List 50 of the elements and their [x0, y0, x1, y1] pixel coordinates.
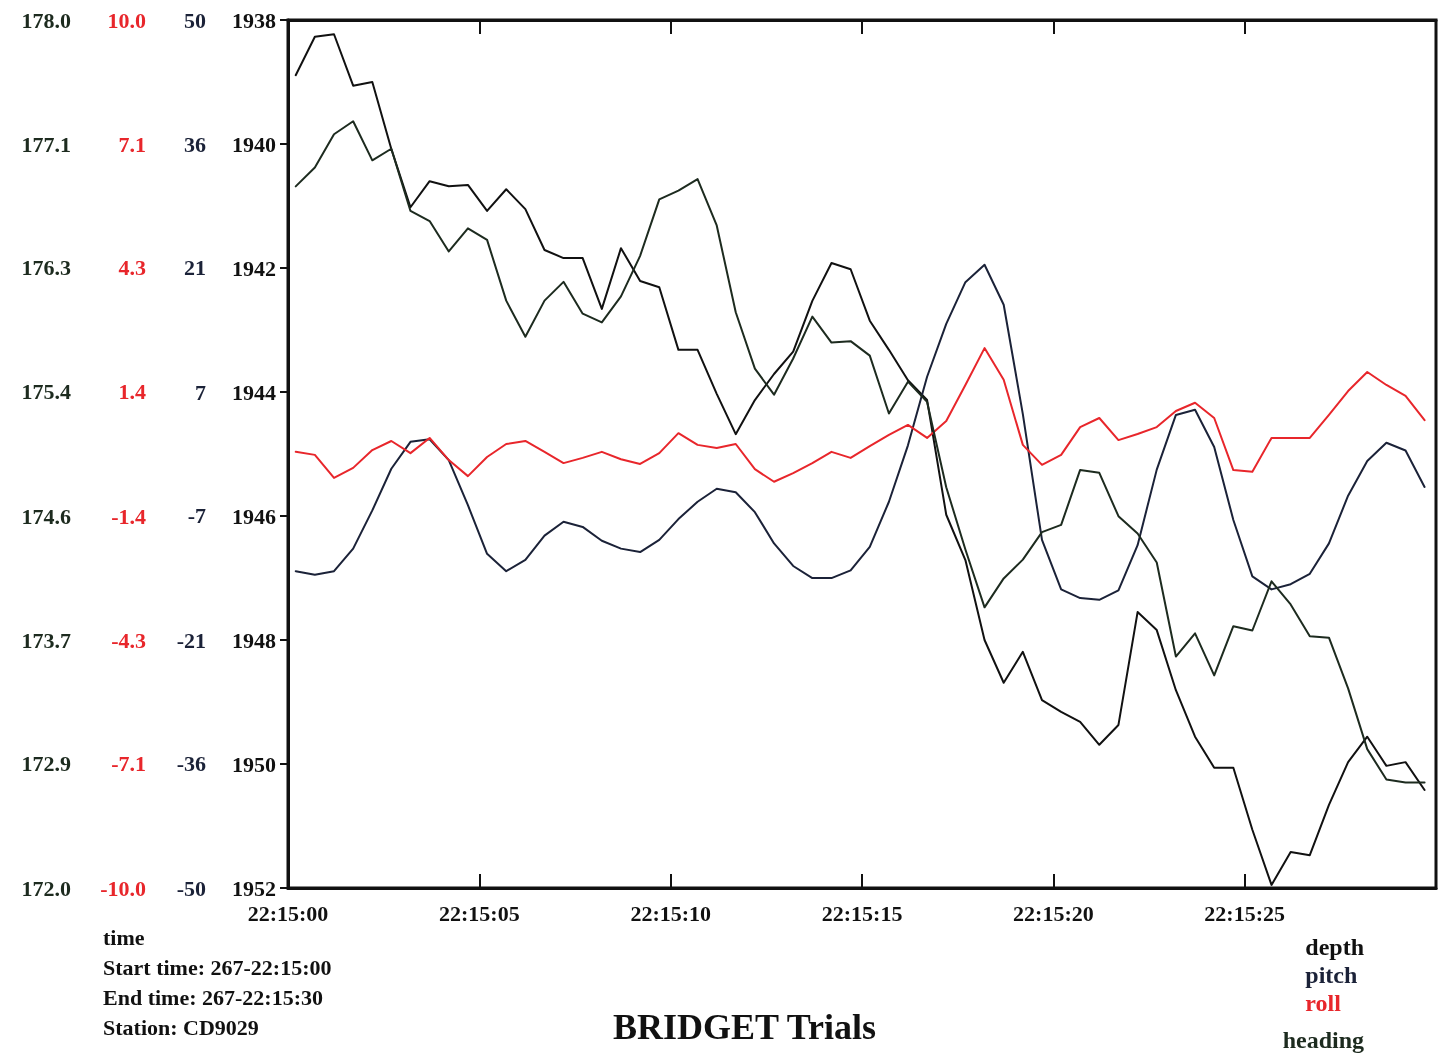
y2-tick-label: 36	[184, 131, 206, 157]
x-tick-label: 22:15:00	[247, 900, 329, 926]
x-tick-label: 22:15:15	[821, 900, 903, 926]
y-tick-label: 1952	[232, 875, 276, 901]
y3-tick-label: 1.4	[118, 379, 146, 405]
x-tick-label: 22:15:10	[630, 900, 712, 926]
y-tick-label: 172.0	[21, 875, 71, 901]
y-tick-label: 173.7	[21, 628, 71, 654]
y-tick-label: 1940	[232, 131, 276, 157]
y-tick-label: 178.0	[21, 7, 71, 33]
y2-tick-label: -21	[176, 627, 206, 653]
y-tick-label: 1944	[232, 379, 276, 405]
y2-tick-label: -7	[187, 503, 206, 529]
y-tick-label: 1946	[232, 503, 276, 529]
y-tick-label: 1942	[232, 255, 276, 281]
y-tick-label: 176.3	[21, 254, 71, 280]
line-series	[294, 263, 1426, 601]
y3-tick-label: -7.1	[111, 751, 146, 777]
y2-tick-label: -36	[176, 751, 206, 777]
text: BRIDGET Trials	[613, 1007, 877, 1047]
y3-tick-label: -4.3	[111, 627, 146, 653]
y3-tick-label: -1.4	[111, 503, 146, 529]
line-series	[294, 120, 1426, 784]
y-tick-label: 1950	[232, 751, 276, 777]
x-axis-title: time	[103, 924, 145, 950]
y3-tick-label: 7.1	[118, 131, 146, 157]
x-tick-label: 22:15:05	[439, 900, 520, 926]
y-tick-label: 175.4	[21, 379, 71, 405]
text: Station: CD9029	[103, 1014, 259, 1040]
y2-tick-label: 21	[184, 255, 206, 281]
text: Start time: 267-22:15:00	[103, 954, 332, 980]
y3-tick-label: 4.3	[118, 255, 146, 281]
x-tick-label: 22:15:25	[1204, 900, 1285, 926]
y3-tick-label: 10.0	[107, 7, 146, 33]
y2-tick-label: -50	[176, 875, 206, 901]
text: End time: 267-22:15:30	[103, 984, 323, 1010]
text: depth	[1305, 934, 1364, 960]
y-tick-label: 1948	[232, 627, 276, 653]
y3-tick-label: -10.0	[100, 875, 146, 901]
y-tick-label: 1938	[232, 7, 276, 33]
line-series	[294, 347, 1426, 483]
y-tick-label: 177.1	[21, 131, 71, 157]
text: heading	[1282, 1027, 1365, 1053]
text: roll	[1305, 990, 1342, 1016]
x-tick-label: 22:15:20	[1013, 900, 1094, 926]
y-tick-label: 172.9	[21, 751, 71, 777]
text: pitch	[1305, 962, 1358, 988]
y2-tick-label: 7	[195, 379, 206, 405]
y2-tick-label: 50	[184, 7, 206, 33]
y-tick-label: 174.6	[21, 503, 71, 529]
